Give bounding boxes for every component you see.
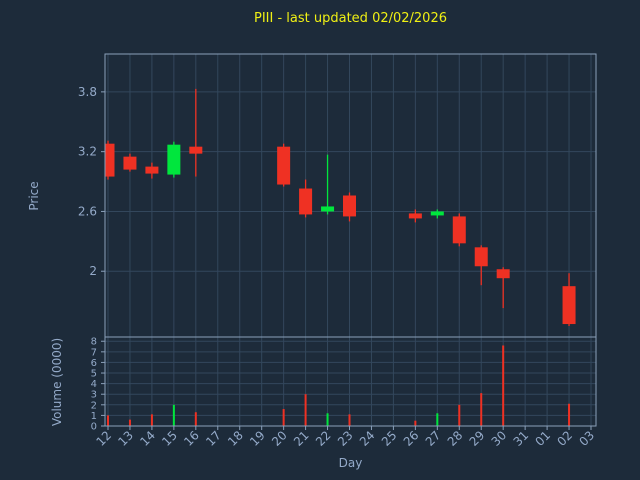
candle-27 [430,209,444,219]
x-tick-label: 15 [159,428,180,449]
x-tick-label: 29 [467,428,488,449]
candle-30 [496,267,510,309]
x-tick-label: 18 [225,428,246,449]
volume-tick-label: 8 [91,337,97,348]
volume-bar-15 [172,404,175,426]
candle-02 [562,273,576,327]
candle-14 [145,162,159,179]
x-tick-label: 30 [489,428,510,449]
tick-marks [101,91,592,430]
x-tick-label: 17 [203,428,224,449]
candle-23 [343,192,356,222]
volume-bar-12 [107,415,109,426]
candle-22 [321,154,335,215]
candle-12 [105,140,115,180]
volume-bar-22 [326,413,329,426]
x-tick-label: 02 [554,428,575,449]
volume-bar-27 [436,413,439,426]
price-tick-label: 3.2 [78,145,97,159]
candles [105,88,576,327]
volume-tick-label: 2 [91,400,97,411]
price-tick-label: 2 [89,264,97,278]
volume-tick-label: 3 [91,390,97,401]
x-tick-label: 21 [291,428,312,449]
volume-tick-label: 0 [91,422,97,433]
x-tick-label: 31 [511,428,532,449]
candle-15 [167,141,181,178]
volume-tick-label: 7 [91,347,97,358]
chart-title: PIII - last updated 02/02/2026 [254,11,447,26]
volume-bar-02 [568,403,571,426]
volume-bar-20 [282,409,285,426]
candle-28 [452,213,466,247]
candle-13 [123,153,137,172]
x-tick-label: 24 [357,428,378,449]
volume-bar-29 [480,393,483,426]
gridlines [105,54,596,427]
volume-tick-label: 4 [91,379,97,390]
candle-20 [277,143,291,187]
x-tick-label: 25 [379,428,400,449]
volume-panel-border [104,336,597,427]
price-tick-label: 3.8 [78,85,97,99]
volume-tick-label: 6 [91,358,97,369]
volume-bar-30 [502,345,505,426]
x-tick-label: 27 [423,428,444,449]
x-tick-label: 19 [247,428,268,449]
volume-bars [107,345,571,426]
candle-16 [189,88,203,177]
x-tick-label: 22 [313,428,334,449]
volume-tick-label: 1 [91,411,97,422]
x-tick-label: 01 [533,428,554,449]
volume-bar-13 [128,419,131,426]
x-tick-label: 28 [445,428,466,449]
x-tick-label: 14 [137,428,158,449]
candle-26 [408,209,422,223]
price-tick-label: 2.6 [78,204,97,218]
volume-bar-23 [348,414,351,426]
volume-bar-14 [150,414,153,426]
x-tick-label: 26 [401,428,422,449]
candle-29 [474,245,488,286]
volume-bar-21 [304,394,307,426]
x-tick-label: 03 [576,428,597,449]
volume-bar-26 [414,420,417,426]
x-tick-label: 13 [115,428,136,449]
candle-21 [299,179,313,218]
x-tick-label: 23 [335,428,356,449]
volume-tick-label: 5 [91,369,97,380]
x-tick-label: 20 [269,428,290,449]
x-axis-label: Day [338,456,363,470]
x-tick-label: 16 [181,428,202,449]
volume-bar-16 [194,412,197,426]
volume-bar-28 [458,404,461,426]
